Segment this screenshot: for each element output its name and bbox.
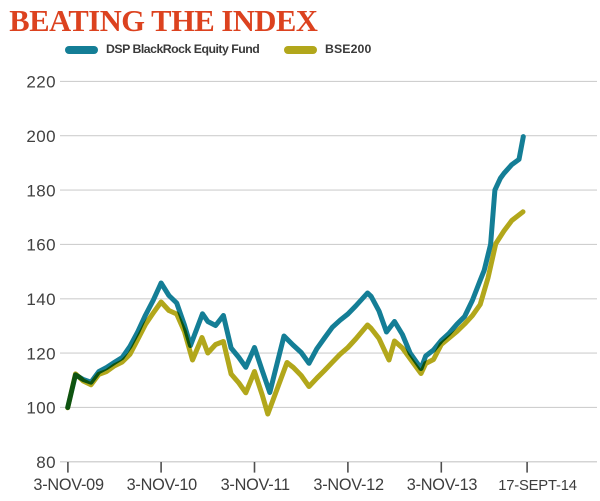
svg-text:200: 200 bbox=[26, 127, 56, 146]
svg-text:3-NOV-11: 3-NOV-11 bbox=[221, 476, 290, 494]
svg-text:220: 220 bbox=[26, 73, 56, 92]
svg-text:80: 80 bbox=[36, 453, 56, 472]
svg-text:120: 120 bbox=[26, 344, 56, 363]
svg-text:180: 180 bbox=[26, 181, 56, 200]
svg-text:3-NOV-10: 3-NOV-10 bbox=[127, 476, 198, 494]
svg-text:3-NOV-13: 3-NOV-13 bbox=[407, 476, 478, 494]
svg-text:17-SEPT-14: 17-SEPT-14 bbox=[498, 478, 577, 494]
svg-text:160: 160 bbox=[26, 236, 56, 255]
svg-text:3-NOV-12: 3-NOV-12 bbox=[313, 476, 384, 494]
svg-text:100: 100 bbox=[26, 399, 56, 418]
svg-text:3-NOV-09: 3-NOV-09 bbox=[33, 476, 104, 494]
svg-text:140: 140 bbox=[26, 290, 56, 309]
